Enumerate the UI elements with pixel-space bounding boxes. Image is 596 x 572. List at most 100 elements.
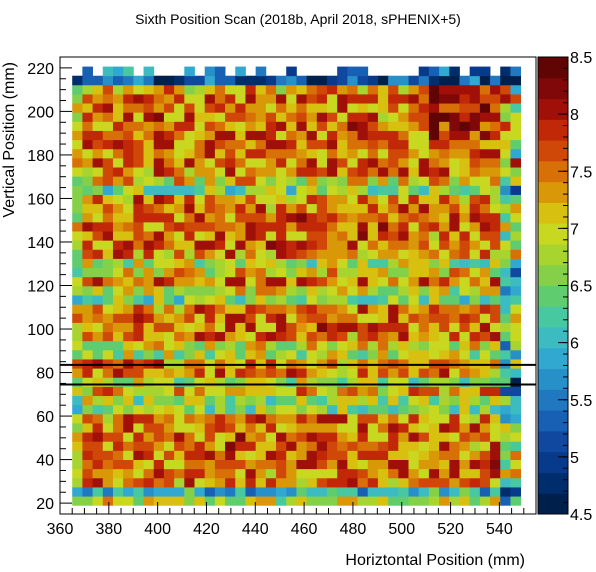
colorbar-segment: [538, 98, 568, 120]
heatmap-cell: [133, 295, 144, 305]
heatmap-cell: [163, 477, 175, 488]
heatmap-cell: [123, 139, 134, 150]
heatmap-cell: [235, 185, 246, 195]
heatmap-cell: [276, 194, 287, 205]
heatmap-cell: [408, 459, 420, 470]
heatmap-cell: [102, 148, 114, 159]
heatmap-cell: [439, 386, 450, 397]
colorbar-segment: [538, 77, 568, 100]
heatmap-cell: [388, 459, 399, 470]
heatmap-cell: [326, 432, 338, 442]
heatmap-cell: [388, 386, 399, 397]
heatmap-cell: [276, 139, 287, 150]
heatmap-cell: [316, 212, 328, 223]
heatmap-cell: [367, 212, 379, 223]
heatmap-cell: [82, 94, 93, 104]
heatmap-cell: [153, 258, 165, 269]
heatmap-cell: [337, 450, 348, 460]
heatmap-cell: [153, 112, 165, 122]
heatmap-cell: [500, 313, 511, 323]
heatmap-cell: [418, 267, 430, 278]
heatmap-cell: [245, 450, 257, 460]
heatmap-cell: [408, 139, 420, 150]
heatmap-cell: [204, 359, 216, 369]
heatmap-cell: [255, 304, 267, 314]
heatmap-cell: [459, 112, 471, 122]
heatmap-cell: [357, 267, 369, 278]
heatmap-cell: [184, 423, 195, 433]
heatmap-cell: [316, 185, 328, 195]
heatmap-cell: [296, 313, 307, 323]
heatmap-cell: [133, 322, 144, 333]
heatmap-cell: [510, 276, 522, 287]
heatmap-cell: [133, 221, 144, 232]
heatmap-cell: [255, 148, 267, 159]
heatmap-cell: [92, 322, 104, 333]
heatmap-cell: [418, 459, 430, 470]
heatmap-cell: [225, 404, 236, 415]
heatmap-cell: [112, 194, 124, 205]
heatmap-cell: [225, 477, 236, 488]
heatmap-cell: [225, 349, 236, 360]
heatmap-cell: [510, 432, 522, 442]
heatmap-cell: [102, 139, 114, 150]
heatmap-cell: [408, 84, 420, 95]
heatmap-cell: [296, 349, 307, 360]
heatmap-cell: [337, 167, 348, 177]
heatmap-cell: [490, 203, 501, 214]
heatmap-cell: [459, 121, 471, 131]
heatmap-cell: [184, 441, 195, 451]
heatmap-cell: [398, 377, 409, 387]
heatmap-cell: [143, 423, 155, 433]
heatmap-cell: [245, 395, 257, 406]
heatmap-cell: [163, 450, 175, 460]
heatmap-cell: [184, 157, 195, 168]
heatmap-cell: [469, 413, 481, 424]
heatmap-cell: [326, 75, 338, 86]
heatmap-cell: [92, 340, 104, 351]
heatmap-cell: [143, 368, 155, 378]
heatmap-cell: [326, 340, 338, 351]
heatmap-cell: [367, 130, 379, 141]
heatmap-cell: [357, 167, 369, 177]
heatmap-cell: [286, 139, 297, 150]
heatmap-cell: [204, 240, 216, 250]
heatmap-cell: [367, 432, 379, 442]
heatmap-cell: [398, 94, 409, 104]
heatmap-cell: [296, 441, 307, 451]
heatmap-cell: [163, 130, 175, 141]
heatmap-cell: [439, 203, 450, 214]
heatmap-cell: [133, 359, 144, 369]
colorbar-tick-label: 7: [570, 221, 579, 238]
heatmap-cell: [265, 185, 277, 195]
heatmap-cell: [163, 377, 175, 387]
heatmap-cell: [102, 386, 114, 397]
heatmap-cell: [204, 368, 216, 378]
heatmap-cell: [245, 231, 257, 241]
heatmap-cell: [316, 112, 328, 122]
heatmap-cell: [153, 130, 165, 141]
heatmap-cell: [500, 157, 511, 168]
heatmap-cell: [92, 468, 104, 479]
heatmap-cell: [479, 66, 491, 77]
heatmap-cell: [174, 249, 185, 259]
heatmap-cell: [184, 185, 195, 195]
heatmap-cell: [428, 441, 440, 451]
heatmap-cell: [225, 322, 236, 333]
heatmap-cell: [357, 130, 369, 141]
heatmap-cell: [102, 368, 114, 378]
heatmap-cell: [337, 157, 348, 168]
heatmap-cell: [276, 423, 287, 433]
heatmap-cell: [265, 203, 277, 214]
heatmap-cell: [316, 368, 328, 378]
heatmap-cell: [82, 212, 93, 223]
heatmap-cell: [490, 404, 501, 415]
heatmap-cell: [112, 66, 124, 77]
heatmap-cell: [510, 84, 522, 95]
heatmap-cell: [276, 148, 287, 159]
heatmap-cell: [255, 84, 267, 95]
heatmap-cell: [306, 185, 318, 195]
heatmap-cell: [449, 340, 460, 351]
heatmap-cell: [102, 349, 114, 360]
heatmap-cell: [133, 194, 144, 205]
